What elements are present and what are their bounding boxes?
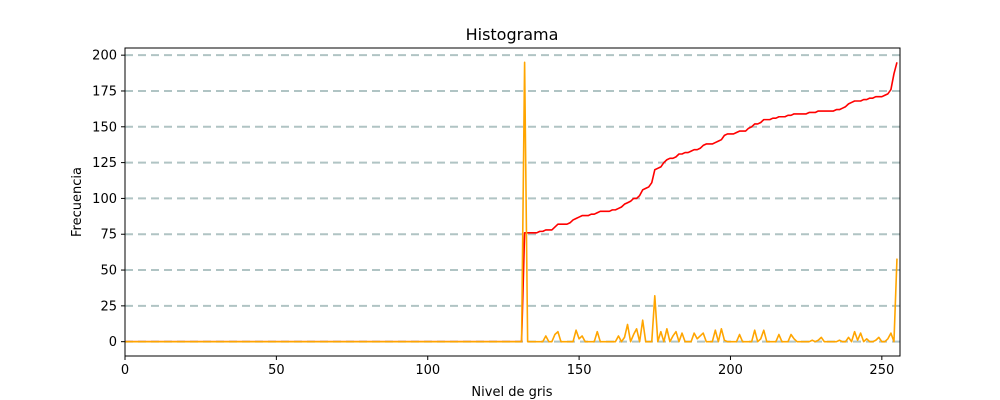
y-tick-label: 50 xyxy=(100,264,117,279)
y-tick-label: 75 xyxy=(100,228,117,243)
cumulative-series-line xyxy=(125,62,898,343)
x-axis-label: Nivel de gris xyxy=(471,385,552,400)
y-tick-label: 175 xyxy=(92,84,117,99)
y-tick-label: 0 xyxy=(109,335,117,350)
series-layer xyxy=(125,61,898,343)
y-tick-label: 100 xyxy=(92,192,117,207)
x-axis-ticks: 0 50 100 150 200 250 xyxy=(121,356,894,378)
x-tick-label: 100 xyxy=(415,363,440,378)
y-tick-label: 200 xyxy=(92,49,117,64)
x-tick-label: 0 xyxy=(121,363,129,378)
y-axis-ticks: 0 25 50 75 100 125 150 175 200 xyxy=(92,49,125,350)
x-tick-label: 250 xyxy=(869,363,894,378)
x-tick-label: 200 xyxy=(718,363,743,378)
y-tick-label: 25 xyxy=(100,299,117,314)
y-tick-label: 125 xyxy=(92,156,117,171)
chart-title: Histograma xyxy=(466,25,559,44)
x-tick-label: 150 xyxy=(567,363,592,378)
plot-frame xyxy=(124,47,901,357)
y-tick-label: 150 xyxy=(92,120,117,135)
histogram-series-line xyxy=(125,61,898,343)
y-axis-label: Frecuencia xyxy=(70,167,85,237)
x-tick-label: 50 xyxy=(268,363,285,378)
